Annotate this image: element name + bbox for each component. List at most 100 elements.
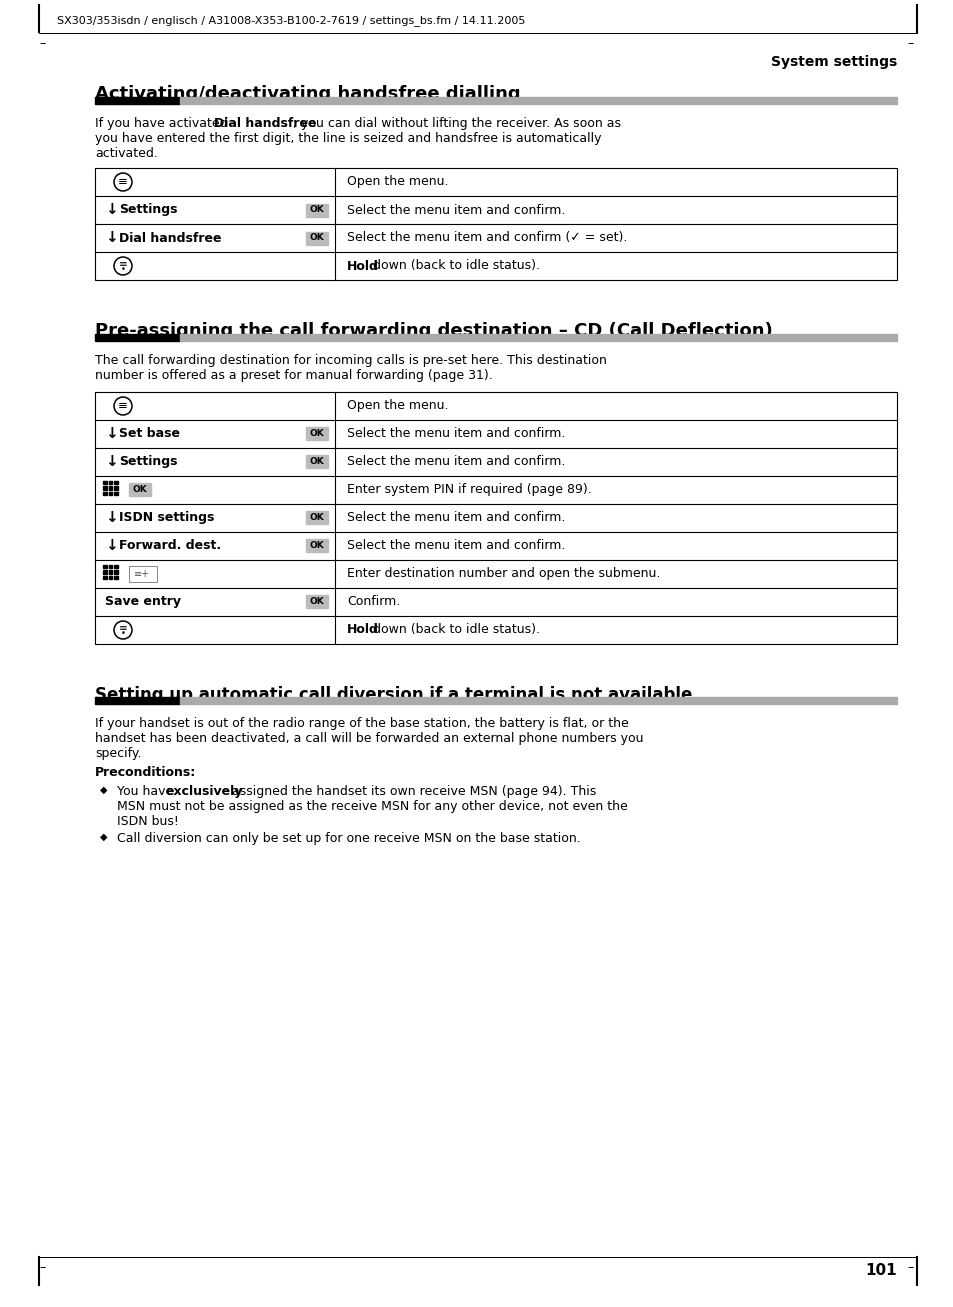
Text: Enter destination number and open the submenu.: Enter destination number and open the su… xyxy=(347,567,659,580)
Text: System settings: System settings xyxy=(770,55,896,69)
Text: Select the menu item and confirm.: Select the menu item and confirm. xyxy=(347,456,565,468)
Text: •: • xyxy=(120,630,125,639)
Text: Settings: Settings xyxy=(119,204,177,217)
Text: Select the menu item and confirm.: Select the menu item and confirm. xyxy=(347,204,565,217)
Bar xyxy=(180,97,896,105)
Text: If your handset is out of the radio range of the base station, the battery is fl: If your handset is out of the radio rang… xyxy=(95,718,628,731)
Bar xyxy=(103,576,107,579)
Text: OK: OK xyxy=(310,597,324,606)
Bar xyxy=(103,565,107,569)
Text: down (back to idle status).: down (back to idle status). xyxy=(368,623,539,637)
Text: Forward. dest.: Forward. dest. xyxy=(119,540,221,553)
Text: Setting up automatic call diversion if a terminal is not available: Setting up automatic call diversion if a… xyxy=(95,686,692,704)
Text: ↓: ↓ xyxy=(105,455,117,469)
Text: OK: OK xyxy=(310,234,324,243)
Text: Hold: Hold xyxy=(347,623,378,637)
Text: ↓: ↓ xyxy=(105,230,117,246)
Text: –: – xyxy=(906,1261,912,1274)
Text: ISDN bus!: ISDN bus! xyxy=(117,816,179,829)
Text: ↓: ↓ xyxy=(105,203,117,217)
Text: Save entry: Save entry xyxy=(105,596,181,609)
Text: activated.: activated. xyxy=(95,146,157,159)
Text: Settings: Settings xyxy=(119,456,177,468)
Text: OK: OK xyxy=(310,205,324,214)
Text: Hold: Hold xyxy=(347,260,378,272)
Bar xyxy=(109,570,112,574)
Bar xyxy=(306,427,328,440)
Text: ≡: ≡ xyxy=(118,623,128,633)
Bar xyxy=(95,335,180,341)
Text: Dial handsfree: Dial handsfree xyxy=(119,231,221,244)
Bar xyxy=(306,540,328,553)
Bar xyxy=(114,576,118,579)
Bar xyxy=(103,570,107,574)
Text: –: – xyxy=(39,1261,45,1274)
Bar xyxy=(306,596,328,609)
Bar xyxy=(109,565,112,569)
Text: –: – xyxy=(906,37,912,50)
Text: Confirm.: Confirm. xyxy=(347,596,400,609)
Text: specify.: specify. xyxy=(95,748,141,759)
Bar xyxy=(109,576,112,579)
Text: you have entered the first digit, the line is seized and handsfree is automatica: you have entered the first digit, the li… xyxy=(95,132,601,145)
Text: ◆: ◆ xyxy=(100,786,108,795)
Bar xyxy=(109,481,112,485)
Bar xyxy=(114,565,118,569)
Text: assigned the handset its own receive MSN (page 94). This: assigned the handset its own receive MSN… xyxy=(228,786,596,799)
Text: ≡+: ≡+ xyxy=(133,569,150,579)
Text: number is offered as a preset for manual forwarding (page 31).: number is offered as a preset for manual… xyxy=(95,369,493,382)
Bar xyxy=(129,566,157,582)
Text: ↓: ↓ xyxy=(105,538,117,553)
Text: Open the menu.: Open the menu. xyxy=(347,175,448,188)
Text: OK: OK xyxy=(310,541,324,550)
Text: 101: 101 xyxy=(864,1263,896,1278)
Text: handset has been deactivated, a call will be forwarded an external phone numbers: handset has been deactivated, a call wil… xyxy=(95,732,643,745)
Text: OK: OK xyxy=(310,457,324,467)
Text: ISDN settings: ISDN settings xyxy=(119,511,214,524)
Text: OK: OK xyxy=(310,514,324,523)
Text: Activating/deactivating handsfree dialling: Activating/deactivating handsfree dialli… xyxy=(95,85,520,103)
Text: ≡: ≡ xyxy=(118,399,128,412)
Bar xyxy=(95,697,180,704)
Text: •: • xyxy=(120,265,125,274)
Text: Enter system PIN if required (page 89).: Enter system PIN if required (page 89). xyxy=(347,484,591,497)
Text: Select the menu item and confirm (✓ = set).: Select the menu item and confirm (✓ = se… xyxy=(347,231,627,244)
Text: exclusively: exclusively xyxy=(166,786,243,799)
Bar xyxy=(306,511,328,524)
Text: ◆: ◆ xyxy=(100,833,108,842)
Text: Preconditions:: Preconditions: xyxy=(95,766,196,779)
Bar xyxy=(103,491,107,495)
Bar xyxy=(95,169,896,280)
Bar xyxy=(103,486,107,490)
Bar xyxy=(95,97,180,105)
Bar xyxy=(109,491,112,495)
Text: Call diversion can only be set up for one receive MSN on the base station.: Call diversion can only be set up for on… xyxy=(117,833,580,846)
Bar xyxy=(109,486,112,490)
Text: Select the menu item and confirm.: Select the menu item and confirm. xyxy=(347,427,565,440)
Text: The call forwarding destination for incoming calls is pre-set here. This destina: The call forwarding destination for inco… xyxy=(95,354,606,367)
Bar xyxy=(180,335,896,341)
Text: If you have activated: If you have activated xyxy=(95,118,232,129)
Bar xyxy=(306,231,328,244)
Text: MSN must not be assigned as the receive MSN for any other device, not even the: MSN must not be assigned as the receive … xyxy=(117,800,627,813)
Bar xyxy=(95,392,896,644)
Bar xyxy=(306,204,328,217)
Bar xyxy=(103,481,107,485)
Bar xyxy=(114,570,118,574)
Text: ↓: ↓ xyxy=(105,426,117,442)
Bar xyxy=(114,481,118,485)
Text: Select the menu item and confirm.: Select the menu item and confirm. xyxy=(347,511,565,524)
Bar xyxy=(306,456,328,468)
Bar xyxy=(129,484,151,497)
Text: Select the menu item and confirm.: Select the menu item and confirm. xyxy=(347,540,565,553)
Text: You have: You have xyxy=(117,786,177,799)
Text: ↓: ↓ xyxy=(105,511,117,525)
Text: –: – xyxy=(39,37,45,50)
Text: OK: OK xyxy=(132,485,147,494)
Bar xyxy=(180,697,896,704)
Text: Pre-assigning the call forwarding destination – CD (Call Deflection): Pre-assigning the call forwarding destin… xyxy=(95,322,772,340)
Text: down (back to idle status).: down (back to idle status). xyxy=(368,260,539,272)
Text: Set base: Set base xyxy=(119,427,180,440)
Text: ≡: ≡ xyxy=(118,175,128,188)
Text: Dial handsfree: Dial handsfree xyxy=(213,118,316,129)
